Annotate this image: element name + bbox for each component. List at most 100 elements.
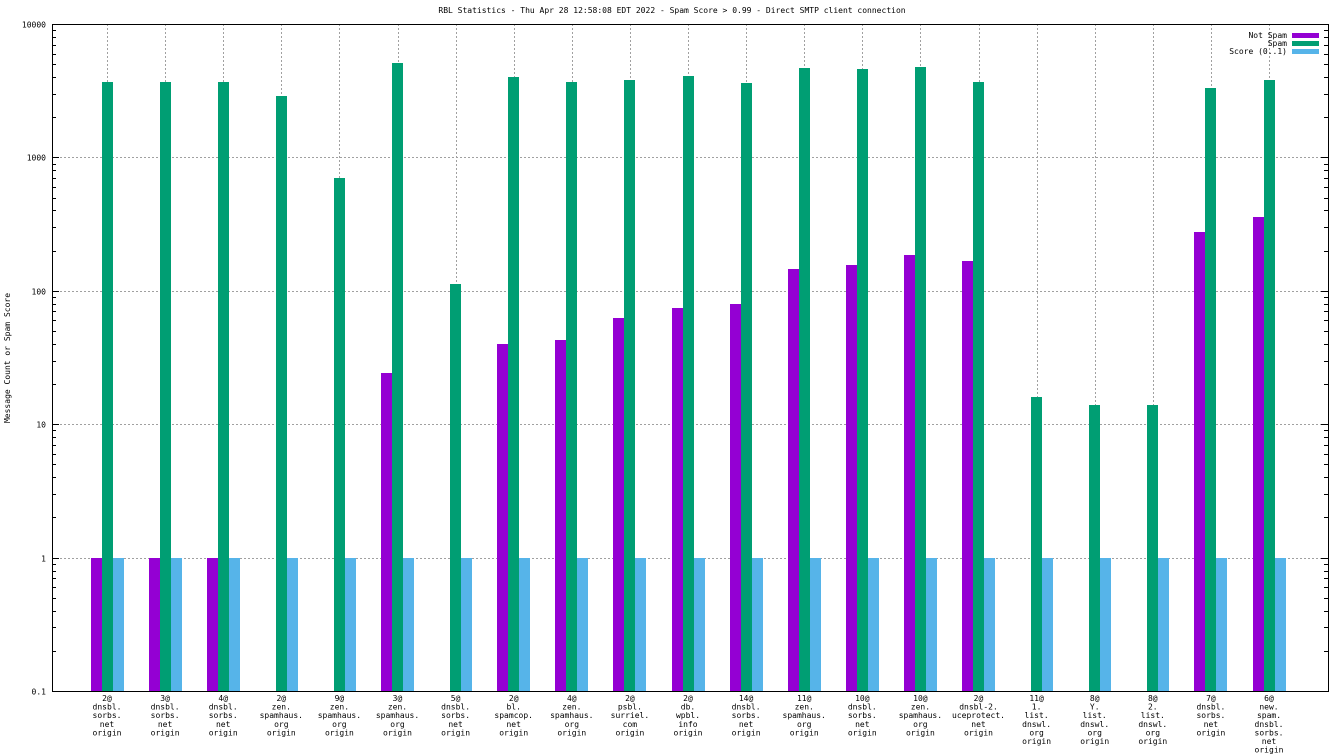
- x-tick-label-line: dnswl.: [1138, 720, 1167, 729]
- x-tick-label-line: org: [274, 720, 289, 729]
- x-tick-label-line: com: [623, 720, 638, 729]
- x-tick-label-line: 8@: [1148, 694, 1158, 703]
- x-tick-label-line: dnsbl.: [1196, 703, 1225, 712]
- y-tick-label: 1: [41, 555, 46, 564]
- x-tick-label-line: dnsbl.: [441, 703, 470, 712]
- bar-score-0-1: [810, 558, 821, 691]
- bar-not-spam: [904, 255, 915, 691]
- bar-spam: [1089, 405, 1100, 691]
- x-tick-label-line: net: [506, 720, 521, 729]
- bar-spam: [1031, 397, 1042, 691]
- x-tick-label-line: origin: [383, 728, 412, 737]
- bar-spam: [102, 82, 113, 691]
- bar-spam: [683, 76, 694, 691]
- x-tick-label-line: list.: [1083, 711, 1107, 720]
- y-tick-label: 100: [32, 288, 47, 297]
- x-tick-label-line: sorbs.: [1196, 711, 1225, 720]
- x-tick-label-line: sorbs.: [209, 711, 238, 720]
- x-tick-label-line: net: [216, 720, 231, 729]
- bar-score-0-1: [345, 558, 356, 691]
- bar-score-0-1: [287, 558, 298, 691]
- bar-score-0-1: [461, 558, 472, 691]
- x-tick-label-line: net: [1262, 737, 1277, 746]
- x-tick-label-line: net: [100, 720, 115, 729]
- y-tick-label: 10: [36, 421, 46, 430]
- bar-score-0-1: [1100, 558, 1111, 691]
- x-tick-label-line: 2@: [102, 694, 112, 703]
- x-tick-label-line: 4@: [218, 694, 228, 703]
- legend-label: Not Spam: [1248, 31, 1287, 40]
- x-tick-label-line: spamhaus.: [260, 711, 303, 720]
- bar-not-spam: [613, 318, 624, 691]
- x-tick-label-line: origin: [1080, 737, 1109, 746]
- x-tick-label-line: origin: [790, 728, 819, 737]
- bar-spam: [915, 67, 926, 691]
- bar-spam: [857, 69, 868, 691]
- x-tick-label-line: Y.: [1090, 703, 1100, 712]
- x-tick-label-line: dnsbl-2.: [959, 703, 998, 712]
- legend-swatch: [1292, 33, 1319, 38]
- x-tick-label-line: net: [739, 720, 754, 729]
- x-tick-label-line: org: [565, 720, 580, 729]
- x-tick-label-line: origin: [1022, 737, 1051, 746]
- bar-not-spam: [962, 261, 973, 691]
- bar-spam: [450, 284, 461, 691]
- legend-label: Score (0..1): [1229, 47, 1287, 56]
- x-tick-label-line: 5@: [451, 694, 461, 703]
- x-tick-label-line: org: [913, 720, 928, 729]
- y-tick-label: 1000: [27, 154, 46, 163]
- x-tick-label-line: sorbs.: [151, 711, 180, 720]
- x-tick-label-line: origin: [325, 728, 354, 737]
- bar-spam: [334, 178, 345, 691]
- y-axis-label: Message Count or Spam Score: [3, 293, 12, 423]
- plot-frame: [52, 24, 1329, 692]
- x-tick-label-line: spamhaus.: [550, 711, 593, 720]
- x-tick-label-line: 2@: [509, 694, 519, 703]
- x-tick-label-line: wpbl.: [676, 711, 700, 720]
- x-tick-label-line: spamhaus.: [318, 711, 361, 720]
- bar-score-0-1: [577, 558, 588, 691]
- x-tick-label-line: origin: [964, 728, 993, 737]
- bar-spam: [160, 82, 171, 691]
- x-tick-label-line: net: [448, 720, 463, 729]
- bar-spam: [624, 80, 635, 691]
- x-axis-labels: 2@dnsbl.sorbs.netorigin3@dnsbl.sorbs.net…: [93, 694, 1284, 755]
- x-tick-label-line: surriel.: [611, 711, 650, 720]
- bar-score-0-1: [984, 558, 995, 691]
- x-tick-label-line: zen.: [330, 703, 349, 712]
- x-tick-label-line: origin: [93, 728, 122, 737]
- bar-score-0-1: [1275, 558, 1286, 691]
- x-tick-label-line: psbl.: [618, 703, 642, 712]
- x-tick-label-line: net: [158, 720, 173, 729]
- x-tick-label-line: sorbs.: [732, 711, 761, 720]
- bar-spam: [1147, 405, 1158, 691]
- bar-spam: [276, 96, 287, 691]
- x-tick-label-line: 10@: [913, 694, 928, 703]
- x-tick-label-line: zen.: [388, 703, 407, 712]
- x-tick-label-line: sorbs.: [1255, 728, 1284, 737]
- x-tick-label-line: org: [1087, 728, 1102, 737]
- x-tick-label-line: 2@: [625, 694, 635, 703]
- bar-score-0-1: [1216, 558, 1227, 691]
- x-tick-label-line: 11@: [1029, 694, 1044, 703]
- bar-not-spam: [91, 558, 102, 691]
- bar-score-0-1: [403, 558, 414, 691]
- x-tick-label-line: sorbs.: [441, 711, 470, 720]
- plot-border: [52, 24, 1329, 692]
- bar-spam: [973, 82, 984, 691]
- x-tick-label-line: new.: [1259, 703, 1278, 712]
- x-tick-label-line: spamhaus.: [783, 711, 826, 720]
- x-tick-label-line: origin: [151, 728, 180, 737]
- x-tick-label-line: origin: [848, 728, 877, 737]
